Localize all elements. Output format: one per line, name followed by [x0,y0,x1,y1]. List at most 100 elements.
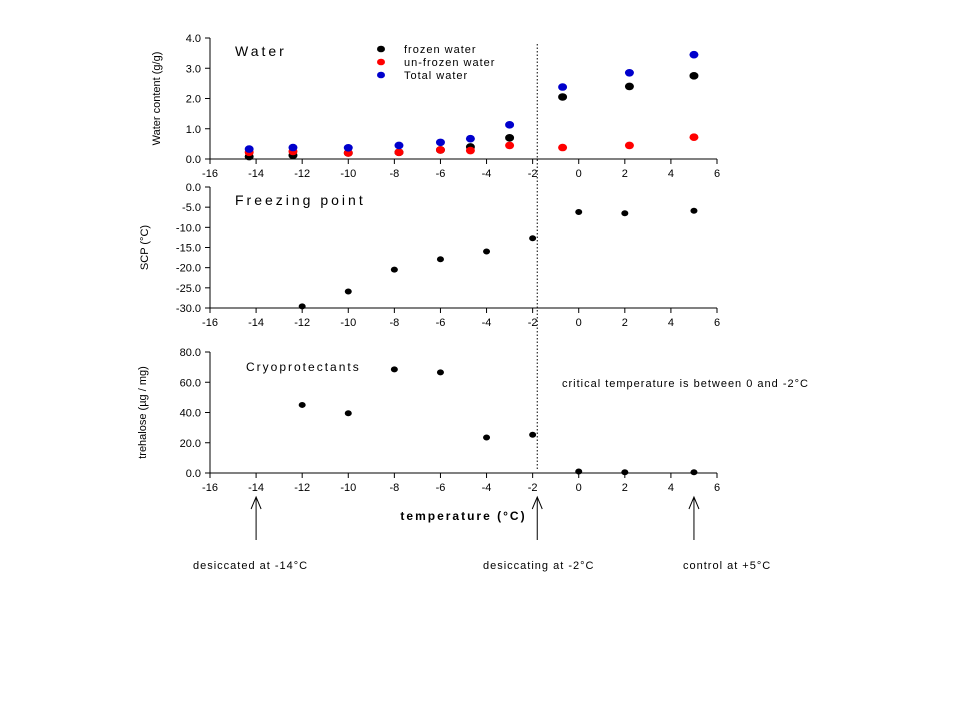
y-tick-label: 0.0 [186,182,201,194]
x-tick-label: -12 [294,168,310,180]
y-tick-label: 20.0 [180,438,201,450]
x-tick-label: -8 [389,168,399,180]
data-point [575,209,583,216]
data-point [344,410,352,417]
data-point [505,141,515,150]
data-point [344,288,352,295]
data-point [465,146,475,155]
y-axis-label: SCP (°C) [139,225,151,270]
x-tick-label: 0 [576,482,582,494]
x-tick-label: -4 [482,482,492,494]
data-point [394,148,404,157]
y-tick-label: 1.0 [186,124,201,136]
y-tick-label: 40.0 [180,408,201,420]
x-tick-label: 0 [576,168,582,180]
data-point [244,145,254,153]
data-point [298,401,306,408]
x-tick-label: 4 [668,482,674,494]
y-tick-label: 0.0 [186,468,201,480]
arrow-label: desiccated at -14°C [193,560,308,572]
data-point [624,68,634,77]
x-tick-label: -12 [294,317,310,329]
data-point [465,134,475,143]
data-point [529,431,537,438]
panel-title: Cryoprotectants [246,360,361,374]
data-point [435,146,445,154]
data-point [288,143,298,152]
arrow-head [531,495,543,510]
cryoprotectants-panel: -16 -14 -12 -10 -8 -6 -4 -2 0 2 4 60.020.040.060.08… [137,347,720,523]
x-tick-label: -4 [482,168,492,180]
data-point [394,141,404,150]
panel-title: Freezing point [235,192,366,208]
y-tick-label: 3.0 [186,63,201,75]
x-tick-label: -14 [248,482,264,494]
data-point [298,303,306,310]
y-tick-label: 2.0 [186,94,201,106]
x-tick-label: -6 [436,317,446,329]
panel-title: Water [235,43,287,59]
data-point [690,469,698,476]
arrow-label: desiccating at -2°C [483,560,594,572]
legend-marker [377,71,385,79]
x-tick-label: -14 [248,317,264,329]
y-tick-label: -30.0 [176,303,201,315]
y-tick-label: -20.0 [176,263,201,275]
x-tick-label: -10 [340,317,356,329]
x-tick-label: -6 [436,482,446,494]
data-point [624,82,634,91]
data-point [558,93,568,101]
x-tick-label: -10 [340,482,356,494]
x-tick-label: 6 [714,168,720,180]
x-axis-label: temperature (°C) [400,509,526,523]
x-tick-label: -8 [389,317,399,329]
y-tick-label: -5.0 [182,202,201,214]
y-tick-label: 0.0 [186,154,201,166]
x-tick-label: 6 [714,482,720,494]
data-point [689,133,699,142]
data-point [621,469,629,476]
x-tick-label: -16 [202,482,218,494]
arrow-head [688,495,700,510]
legend-label: frozen water [404,44,477,56]
data-point [390,266,398,273]
x-tick-label: -6 [436,168,446,180]
x-tick-label: -2 [528,168,538,180]
x-tick-label: -14 [248,168,264,180]
legend-label: Total water [404,70,468,82]
arrow-head [250,495,262,510]
freezing-point-panel: -16 -14 -12 -10 -8 -6 -4 -2 0 2 4 6 -30.0 -25.0 -20.0 -… [139,182,720,329]
legend-marker [377,45,385,53]
data-point [505,121,515,129]
x-tick-label: -12 [294,482,310,494]
y-tick-label: 80.0 [180,347,201,359]
x-tick-label: -4 [482,317,492,329]
y-axis-label: Water content (g/g) [151,52,163,146]
data-point [390,366,398,373]
data-point [690,207,698,214]
data-point [529,235,537,242]
y-tick-label: 60.0 [180,377,201,389]
x-tick-label: -8 [389,482,399,494]
data-point [558,83,568,91]
data-point [624,141,634,150]
x-tick-label: 2 [622,482,628,494]
data-point [435,138,445,147]
data-point [483,248,491,255]
legend-marker [377,58,385,66]
x-tick-label: 4 [668,168,674,180]
water-panel: -16 -14 -12 -10 -8 -6 -4 -2 0 2 4 6 0.0 1.0 2.0 3.0 4.0 W… [151,33,720,180]
data-point [621,210,629,217]
data-point [689,72,699,80]
data-point [575,468,583,475]
data-point [483,434,491,441]
x-tick-label: 6 [714,317,720,329]
y-tick-label: -10.0 [176,222,201,234]
x-tick-label: -10 [340,168,356,180]
x-tick-label: -16 [202,168,218,180]
x-tick-label: -2 [528,482,538,494]
x-tick-label: -16 [202,317,218,329]
y-axis-label: trehalose (µg / mg) [137,366,149,459]
x-tick-label: 0 [576,317,582,329]
